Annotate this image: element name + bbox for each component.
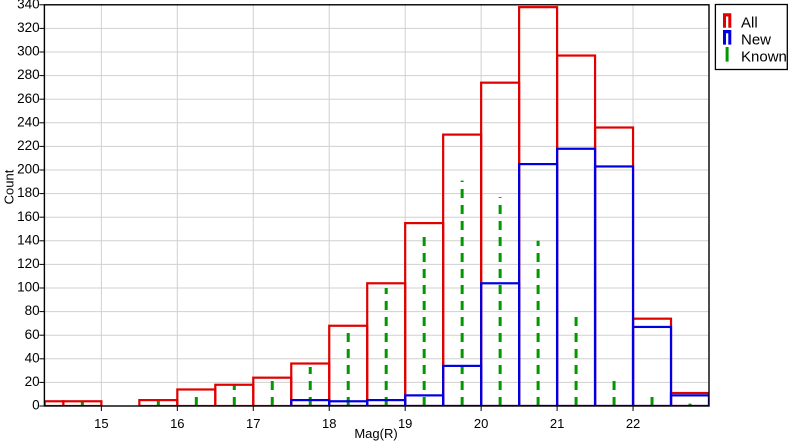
svg-text:Known: Known [741, 49, 787, 66]
svg-text:All: All [741, 15, 758, 32]
svg-text:New: New [741, 32, 771, 49]
